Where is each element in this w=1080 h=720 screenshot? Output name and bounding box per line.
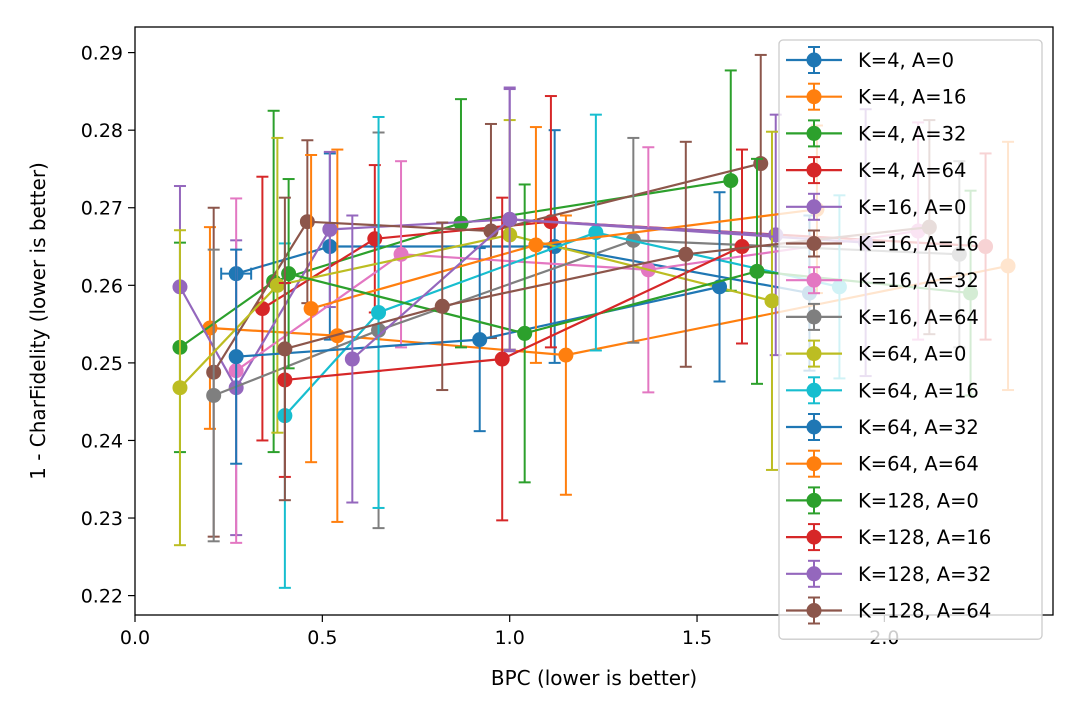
legend-entry: K=16, A=0 bbox=[786, 192, 966, 221]
legend-entry: K=4, A=32 bbox=[786, 119, 966, 148]
data-point bbox=[494, 351, 510, 367]
legend-label: K=16, A=16 bbox=[858, 233, 979, 256]
legend-entry: K=128, A=64 bbox=[786, 596, 991, 625]
y-tick-label: 0.28 bbox=[81, 120, 123, 142]
legend-entry: K=4, A=64 bbox=[786, 156, 966, 185]
data-point bbox=[723, 173, 739, 189]
legend-marker bbox=[806, 529, 822, 545]
data-point bbox=[367, 231, 383, 247]
data-point bbox=[277, 341, 293, 357]
data-point bbox=[764, 293, 780, 309]
data-point bbox=[453, 215, 469, 231]
series-line bbox=[212, 162, 762, 373]
y-tick-label: 0.22 bbox=[81, 586, 123, 608]
data-point bbox=[299, 214, 315, 230]
legend-marker bbox=[806, 272, 822, 288]
legend-label: K=16, A=0 bbox=[858, 196, 966, 219]
legend-label: K=16, A=64 bbox=[858, 306, 979, 329]
legend-label: K=4, A=0 bbox=[858, 49, 954, 72]
series-line bbox=[179, 233, 773, 389]
data-point bbox=[371, 304, 387, 320]
legend-marker bbox=[806, 89, 822, 105]
data-point bbox=[434, 298, 450, 314]
y-axis: 0.22 0.23 0.24 0.25 0.26 0.27 0.28 0.29 bbox=[81, 43, 135, 608]
legend-label: K=4, A=64 bbox=[858, 159, 966, 182]
legend-marker bbox=[806, 419, 822, 435]
y-tick-label: 0.29 bbox=[81, 43, 123, 65]
legend-marker bbox=[806, 456, 822, 472]
legend-label: K=64, A=32 bbox=[858, 416, 979, 439]
x-tick-label: 1.5 bbox=[682, 627, 712, 649]
y-tick-label: 0.25 bbox=[81, 353, 123, 375]
legend-marker bbox=[806, 125, 822, 141]
x-axis: 0.00.51.01.52.0 bbox=[120, 615, 899, 649]
legend-marker bbox=[806, 382, 822, 398]
legend-entry: K=16, A=16 bbox=[786, 229, 979, 258]
legend-marker bbox=[806, 492, 822, 508]
legend-label: K=64, A=16 bbox=[858, 379, 979, 402]
x-tick-label: 1.0 bbox=[495, 627, 525, 649]
plot-frame bbox=[134, 26, 1054, 616]
legend-marker bbox=[806, 52, 822, 68]
legend-entry: K=64, A=32 bbox=[786, 413, 979, 441]
legend-entry: K=64, A=64 bbox=[786, 449, 979, 478]
data-point bbox=[528, 237, 544, 253]
data-point bbox=[281, 266, 297, 282]
legend-entry: K=64, A=0 bbox=[786, 339, 966, 368]
x-axis-label: BPC (lower is better) bbox=[491, 666, 697, 690]
data-point bbox=[678, 246, 694, 262]
legend-entry: K=4, A=0 bbox=[786, 46, 954, 74]
legend-label: K=128, A=0 bbox=[858, 489, 979, 512]
data-point bbox=[344, 351, 360, 367]
data-point bbox=[206, 387, 222, 403]
legend-entry: K=16, A=64 bbox=[786, 302, 979, 331]
data-point bbox=[472, 332, 488, 348]
x-tick-label: 0.5 bbox=[307, 627, 337, 649]
legend-entry: K=128, A=0 bbox=[786, 486, 979, 515]
data-point bbox=[269, 277, 285, 293]
series-line bbox=[284, 231, 840, 417]
legend-marker bbox=[806, 603, 822, 618]
data-point bbox=[558, 347, 574, 363]
data-point bbox=[228, 349, 244, 365]
legend-entry: K=128, A=32 bbox=[786, 559, 991, 588]
data-point bbox=[517, 325, 533, 341]
legend-marker bbox=[806, 236, 822, 251]
data-point bbox=[483, 223, 499, 239]
legend-marker bbox=[806, 162, 822, 178]
data-point bbox=[749, 263, 765, 279]
legend-marker bbox=[806, 199, 822, 215]
y-tick-label: 0.26 bbox=[81, 275, 123, 297]
data-point bbox=[303, 301, 319, 317]
legend-entry: K=64, A=16 bbox=[786, 376, 979, 405]
legend-entry: K=128, A=16 bbox=[786, 523, 991, 552]
legend-entry: K=16, A=32 bbox=[786, 266, 979, 295]
x-tick-label: 0.0 bbox=[120, 627, 150, 649]
legend-entry: K=4, A=16 bbox=[786, 82, 966, 111]
legend-label: K=16, A=32 bbox=[858, 269, 979, 292]
data-point bbox=[172, 380, 188, 396]
legend-label: K=64, A=0 bbox=[858, 343, 966, 366]
data-point bbox=[502, 211, 518, 227]
legend-label: K=4, A=32 bbox=[858, 122, 966, 145]
legend-label: K=4, A=16 bbox=[858, 86, 966, 109]
legend-marker bbox=[806, 566, 822, 582]
legend: K=4, A=0 K=4, A=16 K=4, A=32 K=4, A=64 K=16,… bbox=[778, 39, 1043, 640]
y-axis-label: 1 - CharFidelity (lower is better) bbox=[26, 162, 50, 480]
data-point bbox=[734, 239, 750, 255]
legend-label: K=128, A=64 bbox=[858, 600, 991, 623]
legend-box bbox=[778, 39, 1043, 640]
y-tick-label: 0.23 bbox=[81, 508, 123, 530]
series-group bbox=[228, 191, 728, 465]
y-tick-label: 0.27 bbox=[81, 198, 123, 220]
y-tick-label: 0.24 bbox=[81, 430, 123, 452]
legend-label: K=128, A=16 bbox=[858, 526, 991, 549]
legend-marker bbox=[806, 346, 822, 362]
data-point bbox=[322, 221, 338, 237]
legend-marker bbox=[806, 309, 822, 325]
legend-label: K=128, A=32 bbox=[858, 563, 991, 586]
legend-label: K=64, A=64 bbox=[858, 453, 979, 476]
